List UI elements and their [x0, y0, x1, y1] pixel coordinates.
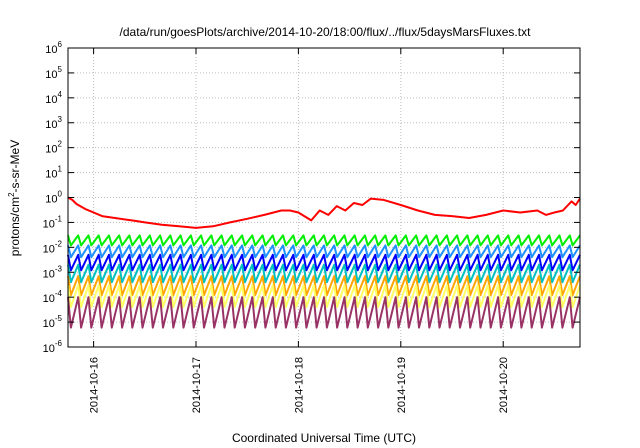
y-tick-label: 104 [45, 90, 62, 106]
y-tick-label: 101 [45, 165, 62, 181]
y-axis-label: protons/cm2-s-sr-MeV [7, 140, 22, 256]
y-tick-label: 10-3 [43, 264, 63, 280]
y-tick-label: 10-2 [43, 239, 63, 255]
x-tick-label: 2014-10-19 [396, 357, 408, 413]
y-axis-label-sup: 2 [7, 192, 16, 197]
y-tick-label: 102 [45, 140, 62, 156]
chart-title: /data/run/goesPlots/archive/2014-10-20/1… [120, 25, 532, 39]
y-axis: 10-6 10-5 10-4 10-3 10-2 10-1 100 101 102 103 104 1… [43, 40, 580, 355]
x-tick-label: 2014-10-18 [293, 357, 305, 413]
x-tick-label: 2014-10-16 [89, 357, 101, 413]
series-group [67, 196, 581, 329]
series-5-line [67, 263, 581, 284]
series-7-line [67, 284, 581, 309]
y-tick-label: 10-6 [43, 339, 63, 355]
y-tick-label: 106 [45, 40, 62, 56]
y-tick-label: 10-5 [43, 314, 63, 330]
y-tick-label: 10-1 [43, 214, 63, 230]
series-6-line [67, 275, 581, 297]
series-1-line [67, 196, 581, 229]
y-axis-label-rest: -s-sr-MeV [8, 140, 22, 193]
y-tick-label: 10-4 [43, 289, 63, 305]
series-2-line [67, 234, 581, 247]
x-tick-label: 2014-10-20 [498, 357, 510, 413]
series-8-line [67, 296, 581, 329]
series-4-line [67, 253, 581, 272]
y-tick-label: 100 [45, 190, 62, 206]
y-axis-label-base: protons/cm [8, 197, 22, 256]
x-axis-label: Coordinated Universal Time (UTC) [232, 431, 416, 445]
y-tick-label: 105 [45, 65, 62, 81]
x-tick-label: 2014-10-17 [191, 357, 203, 413]
y-tick-label: 103 [45, 115, 62, 131]
series-3-line [67, 244, 581, 259]
x-axis: 2014-10-16 2014-10-17 2014-10-18 2014-10-19… [89, 48, 510, 413]
